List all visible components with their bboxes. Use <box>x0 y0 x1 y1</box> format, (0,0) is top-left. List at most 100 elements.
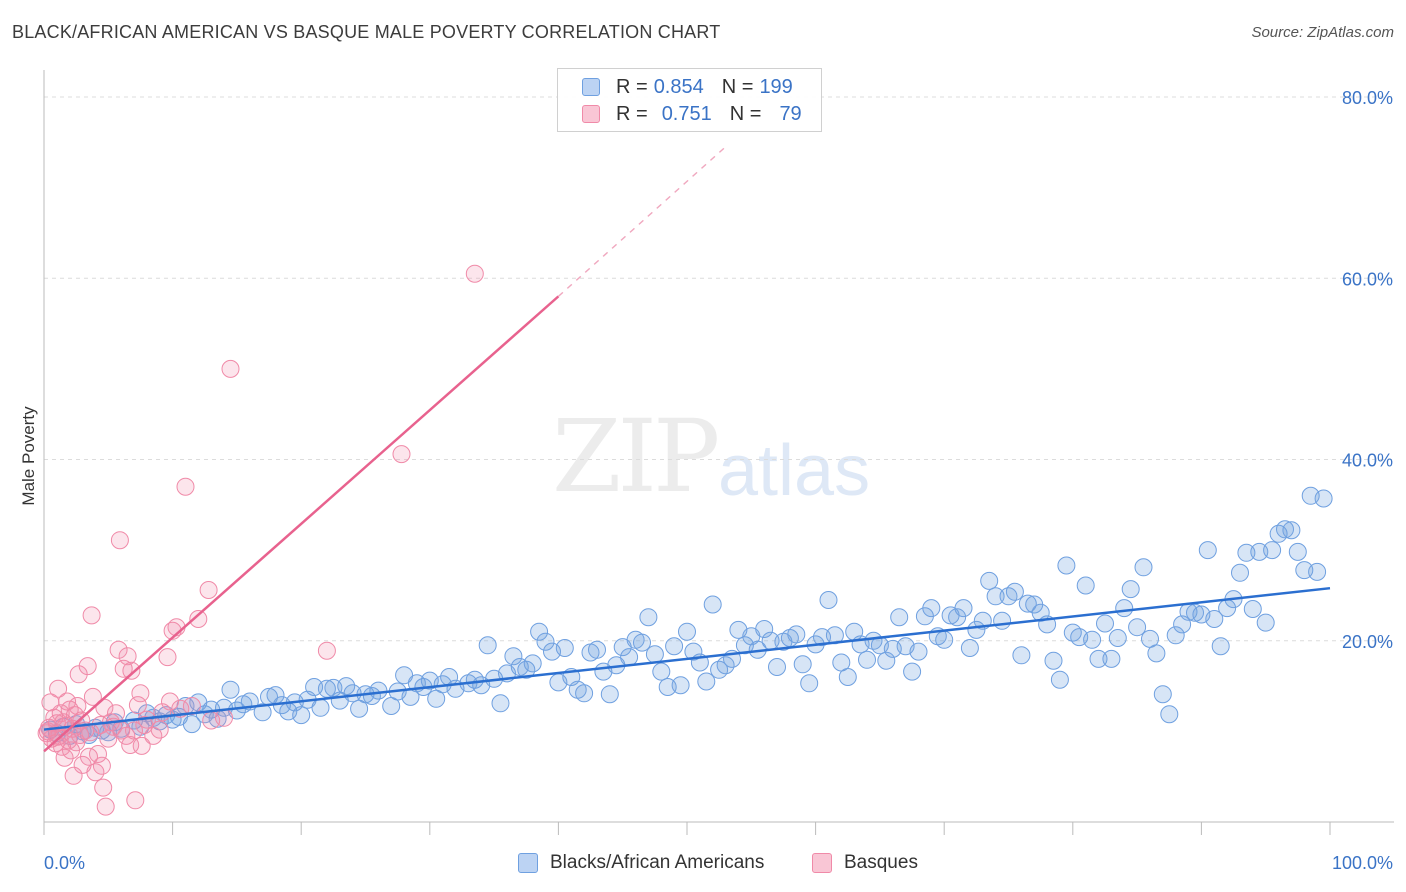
blacks-point <box>530 622 549 641</box>
blacks-point <box>1005 582 1024 601</box>
blacks-point <box>922 599 941 618</box>
basques-point <box>94 778 113 797</box>
blacks-point <box>1276 520 1294 539</box>
basques-point <box>83 687 102 706</box>
basques-point <box>221 359 240 378</box>
blacks-point <box>1308 562 1327 581</box>
y-tick-label: 20.0% <box>1342 632 1393 652</box>
blacks-point <box>1108 629 1127 647</box>
blacks-point <box>1096 614 1114 633</box>
blacks-point <box>986 587 1005 606</box>
blacks-point <box>504 647 523 666</box>
blacks-point <box>292 706 311 725</box>
blacks-point <box>337 677 356 696</box>
basques-point <box>86 763 105 782</box>
basques-point <box>161 692 179 711</box>
blacks-point <box>703 595 722 614</box>
blacks-point <box>1147 644 1166 663</box>
blacks-point <box>1063 623 1082 642</box>
basques-swatch <box>582 105 600 123</box>
blacks-point <box>960 639 979 657</box>
blacks-point <box>903 662 922 681</box>
basques-point <box>128 696 147 715</box>
basques-point <box>126 791 145 810</box>
blacks-point <box>1237 543 1256 562</box>
blacks-legend-label: Blacks/African Americans <box>550 852 765 873</box>
blacks-point <box>311 698 330 717</box>
watermark-zip: ZIP <box>552 398 720 515</box>
basques-point <box>68 697 87 715</box>
blacks-point <box>999 587 1018 606</box>
blacks-point <box>1115 599 1134 618</box>
blacks-point <box>877 651 896 670</box>
blacks-point <box>800 674 819 693</box>
basques-point <box>189 610 208 628</box>
r-label: R = <box>616 102 648 125</box>
basques-point <box>199 581 218 599</box>
blacks-point <box>182 715 201 734</box>
blacks-point <box>755 620 774 638</box>
blacks-point <box>600 685 619 704</box>
blacks-point <box>369 681 388 700</box>
blacks-point <box>697 672 716 691</box>
blacks-point <box>253 703 272 722</box>
basques-point <box>49 679 68 698</box>
stats-row-basques: R = 0.751 N = 79 <box>582 101 808 127</box>
basques-point <box>392 445 411 464</box>
blacks-point <box>909 642 928 661</box>
blacks-point <box>1153 685 1172 704</box>
basques-point <box>48 727 67 746</box>
blacks-point <box>1083 630 1102 649</box>
blacks-point <box>935 630 954 649</box>
blacks-point <box>890 608 909 627</box>
blacks-point <box>678 622 696 641</box>
blacks-point <box>671 676 690 695</box>
blacks-point <box>793 655 812 674</box>
blacks-point <box>221 680 240 699</box>
blacks-point <box>620 648 639 667</box>
x-tick-label: 0.0% <box>44 853 85 873</box>
basques-point <box>150 720 169 739</box>
basques-trend-extension <box>557 146 727 297</box>
basques-point <box>118 647 137 666</box>
blacks-point <box>1057 556 1076 575</box>
basques-point <box>107 704 125 723</box>
basques-point <box>215 708 233 727</box>
blacks-point <box>1018 594 1037 613</box>
blacks-point <box>1166 626 1185 645</box>
blacks-point <box>1121 580 1140 599</box>
blacks-swatch <box>582 78 600 96</box>
basques-point <box>82 606 101 625</box>
blacks-point <box>864 631 883 650</box>
blacks-point <box>1198 541 1217 560</box>
basques-swatch <box>812 853 832 873</box>
blacks-point <box>1102 649 1121 668</box>
blacks-point <box>1160 705 1179 724</box>
bottom-legend-blacks: Blacks/African Americans <box>518 852 764 874</box>
blacks-point <box>1044 651 1063 670</box>
blacks-point <box>1076 576 1095 595</box>
blacks-point <box>684 642 703 661</box>
x-tick-label: 100.0% <box>1332 853 1393 873</box>
blacks-point <box>645 645 664 664</box>
basques-point <box>109 640 128 659</box>
blacks-point <box>491 694 510 713</box>
blacks-point <box>536 632 555 651</box>
blacks-point <box>1134 558 1153 577</box>
watermark-atlas: atlas <box>718 431 871 511</box>
blacks-point <box>948 608 967 627</box>
blacks-point <box>980 571 999 590</box>
n-value: 199 <box>759 75 793 98</box>
n-value: 79 <box>779 102 802 125</box>
blacks-point <box>665 637 684 656</box>
blacks-point <box>1263 541 1282 560</box>
blacks-point <box>395 666 414 685</box>
r-value: 0.854 <box>653 75 704 98</box>
blacks-point <box>993 611 1012 630</box>
blacks-point <box>1256 613 1275 632</box>
basques-point <box>110 531 129 550</box>
basques-point <box>125 721 143 740</box>
stats-legend: R = 0.854 N = 199 R = 0.751 N = 79 <box>557 68 822 132</box>
n-label: N = <box>729 102 762 125</box>
